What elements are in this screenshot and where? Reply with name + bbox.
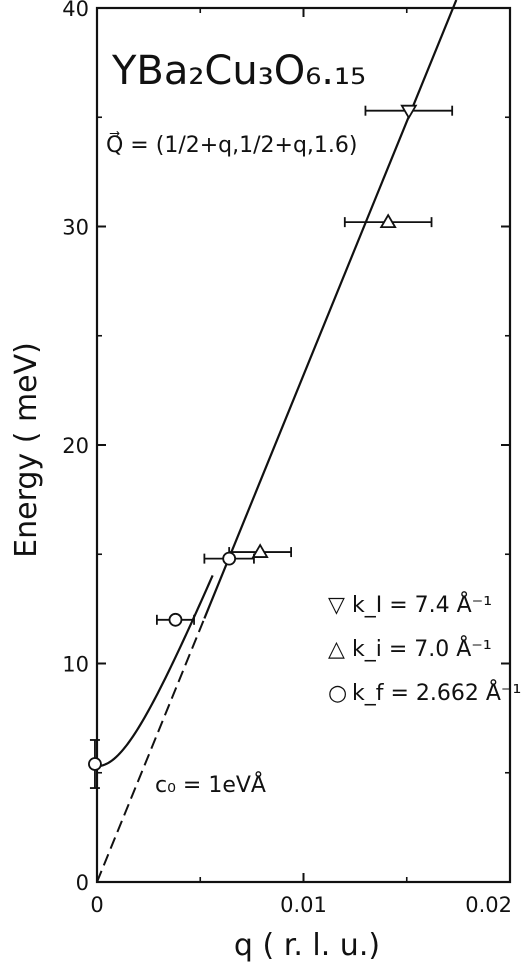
- circle-point-0: [168, 612, 183, 627]
- triangle-down-point-0: [400, 104, 418, 120]
- gapped-dispersion-curve: [98, 574, 214, 768]
- data-points: [88, 104, 454, 789]
- axis-ticks: 0 10 20 30 40 0 0.01 0.02: [62, 0, 512, 917]
- y-tick-label-20: 20: [62, 434, 89, 458]
- dashed-extrapolation-line: [96, 618, 206, 883]
- triangle-up-point-0: [379, 213, 397, 229]
- y-axis-label: Energy ( meV): [9, 342, 44, 558]
- x-tick-label-1: 0.01: [280, 893, 327, 917]
- legend-symbol-circle: ○: [328, 681, 347, 706]
- legend-label-k-f-2-662: k_f = 2.662 Å⁻¹: [352, 679, 521, 706]
- chart-subtitle: Q⃗ = (1/2+q,1/2+q,1.6): [106, 131, 358, 158]
- x-tick-label-0: 0: [90, 893, 103, 917]
- y-tick-label-30: 30: [62, 216, 89, 240]
- legend-symbol-triangle-down: ▽: [328, 593, 345, 618]
- legend-symbol-triangle-up: △: [328, 637, 345, 662]
- legend-label-k-i-7-0: k_i = 7.0 Å⁻¹: [352, 635, 492, 662]
- legend: ▽ k_I = 7.4 Å⁻¹ △ k_i = 7.0 Å⁻¹ ○ k_f = …: [328, 591, 521, 706]
- y-tick-label-0: 0: [76, 871, 89, 895]
- circle-point-2: [88, 757, 102, 771]
- circle-point-1: [222, 551, 237, 566]
- x-axis-label: q ( r. l. u.): [234, 928, 380, 963]
- chart-title: YBa₂Cu₃O₆.₁₅: [111, 48, 366, 94]
- speed-annotation: c₀ = 1eVÅ: [155, 771, 266, 798]
- x-tick-label-2: 0.02: [465, 893, 512, 917]
- y-tick-label-10: 10: [62, 653, 89, 677]
- y-tick-label-40: 40: [62, 0, 89, 21]
- triangle-up-point-1: [251, 543, 269, 558]
- legend-label-k-i-7-4: k_I = 7.4 Å⁻¹: [352, 591, 492, 618]
- linear-fit-line: [203, 0, 458, 619]
